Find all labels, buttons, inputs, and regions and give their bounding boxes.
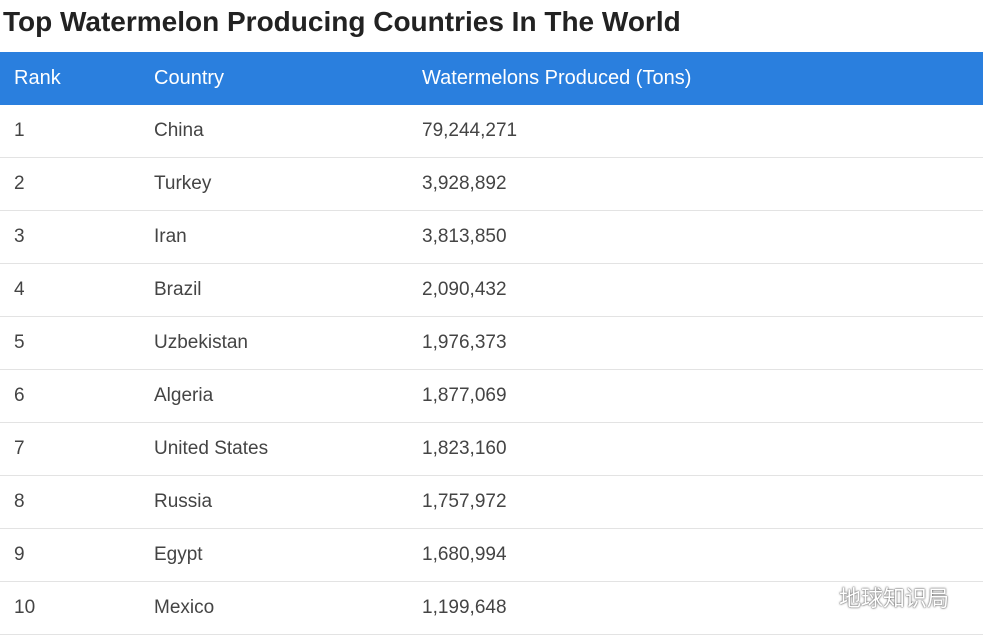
table-row: 2 Turkey 3,928,892 — [0, 157, 983, 211]
table-row: 3 Iran 3,813,850 — [0, 210, 983, 264]
column-header-country[interactable]: Country — [154, 67, 225, 89]
table-row: 10 Mexico 1,199,648 — [0, 581, 983, 635]
table-row: 1 China 79,244,271 — [0, 105, 983, 158]
table-row: 7 United States 1,823,160 — [0, 422, 983, 476]
cell-country: Iran — [141, 210, 409, 264]
cell-rank: 2 — [0, 157, 141, 211]
cell-value: 1,976,373 — [409, 316, 983, 370]
table-header-row: Rank Country Watermelons Produced (Tons) — [0, 52, 983, 105]
page-title: Top Watermelon Producing Countries In Th… — [3, 6, 681, 37]
cell-value: 2,090,432 — [409, 263, 983, 317]
table-row: 4 Brazil 2,090,432 — [0, 263, 983, 317]
cell-rank: 5 — [0, 316, 141, 370]
cell-value: 3,928,892 — [409, 157, 983, 211]
cell-rank: 10 — [0, 581, 141, 635]
table-body: 1 China 79,244,271 2 Turkey 3,928,892 3 Iran 3,8… — [0, 105, 983, 635]
cell-value: 1,199,648 — [409, 581, 983, 635]
data-table: Rank Country Watermelons Produced (Tons)… — [0, 52, 983, 635]
cell-value: 79,244,271 — [409, 105, 983, 158]
column-header-rank[interactable]: Rank — [14, 67, 61, 89]
cell-country: Uzbekistan — [141, 316, 409, 370]
cell-country: Mexico — [141, 581, 409, 635]
cell-rank: 7 — [0, 422, 141, 476]
cell-country: Russia — [141, 475, 409, 529]
watermark: 地球知识局 — [791, 581, 949, 613]
cell-value: 1,877,069 — [409, 369, 983, 423]
cell-rank: 6 — [0, 369, 141, 423]
cell-country: Algeria — [141, 369, 409, 423]
cell-rank: 9 — [0, 528, 141, 582]
cell-rank: 1 — [0, 105, 141, 158]
table-row: 8 Russia 1,757,972 — [0, 475, 983, 529]
watermark-text: 地球知识局 — [838, 586, 949, 611]
cell-rank: 3 — [0, 210, 141, 264]
cell-country: United States — [141, 422, 409, 476]
table-row: 6 Algeria 1,877,069 — [0, 369, 983, 423]
column-header-watermelons-produced[interactable]: Watermelons Produced (Tons) — [422, 67, 692, 89]
chat-bubble-icon — [791, 584, 829, 610]
cell-rank: 4 — [0, 263, 141, 317]
cell-country: Brazil — [141, 263, 409, 317]
table-row: 5 Uzbekistan 1,976,373 — [0, 316, 983, 370]
cell-rank: 8 — [0, 475, 141, 529]
cell-country: Egypt — [141, 528, 409, 582]
cell-country: Turkey — [141, 157, 409, 211]
cell-country: China — [141, 105, 409, 158]
cell-value: 3,813,850 — [409, 210, 983, 264]
cell-value: 1,823,160 — [409, 422, 983, 476]
cell-value: 1,757,972 — [409, 475, 983, 529]
cell-value: 1,680,994 — [409, 528, 983, 582]
table-row: 9 Egypt 1,680,994 — [0, 528, 983, 582]
